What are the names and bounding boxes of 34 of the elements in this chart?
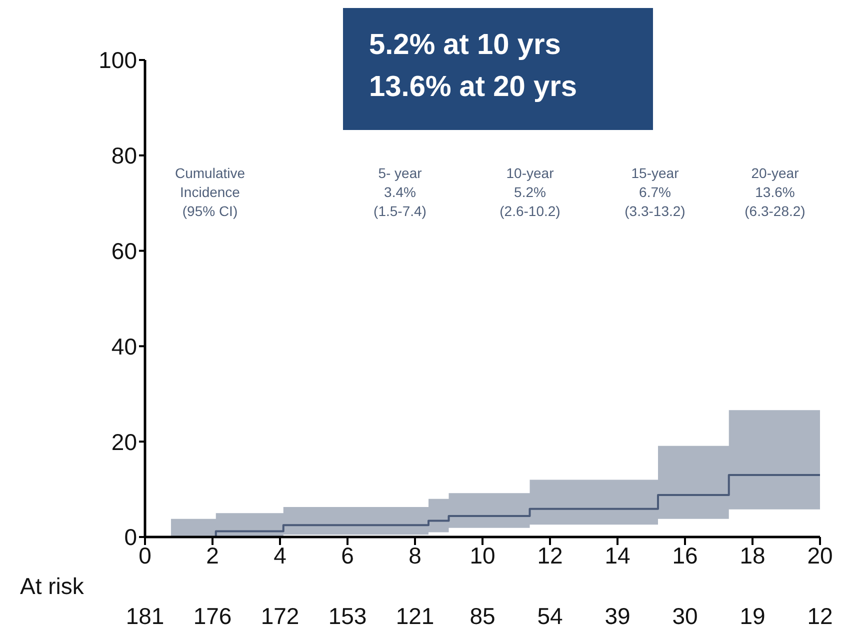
y-tick-label: 60 [111, 238, 137, 264]
text: 30 [672, 603, 698, 630]
y-tick-label: 80 [111, 142, 137, 169]
x-tick-label: 16 [672, 542, 698, 568]
text: 121 [396, 603, 434, 630]
x-tick-label: 8 [408, 542, 422, 568]
annotation: 15-year 6.7% (3.3-13.2) [624, 164, 686, 221]
text-box: 5.2% at 10 yrs 13.6% at 20 yrs [343, 8, 653, 130]
text: 39 [604, 603, 630, 630]
text: 181 [126, 603, 164, 630]
y-tick-label: 100 [98, 47, 137, 74]
x-tick-label: 6 [341, 542, 354, 568]
x-tick-label: 2 [206, 542, 219, 568]
annotation: Cumulative Incidence (95% CI) [174, 164, 246, 221]
x-tick-label: 10 [470, 542, 496, 568]
y-tick-label: 40 [111, 333, 137, 360]
text: 85 [470, 603, 496, 630]
x-tick-label: 14 [604, 542, 630, 568]
annotation: 10-year 5.2% (2.6-10.2) [500, 164, 560, 221]
text: 54 [537, 603, 563, 630]
text: 19 [740, 603, 766, 630]
text: At risk [20, 573, 84, 600]
x-tick-label: 4 [274, 542, 287, 568]
text: 172 [260, 603, 300, 630]
text: 12 [807, 603, 833, 630]
x-tick-label: 20 [807, 542, 833, 568]
x-tick-label: 12 [537, 542, 563, 568]
annotation: 5- year 3.4% (1.5-7.4) [374, 164, 426, 221]
y-tick-label: 20 [111, 428, 137, 455]
x-tick-label: 18 [740, 542, 766, 568]
y-tick-label: 0 [124, 524, 137, 550]
annotation: 20-year 13.6% (6.3-28.2) [744, 164, 806, 221]
text: 176 [193, 603, 232, 630]
text: 153 [328, 603, 367, 630]
